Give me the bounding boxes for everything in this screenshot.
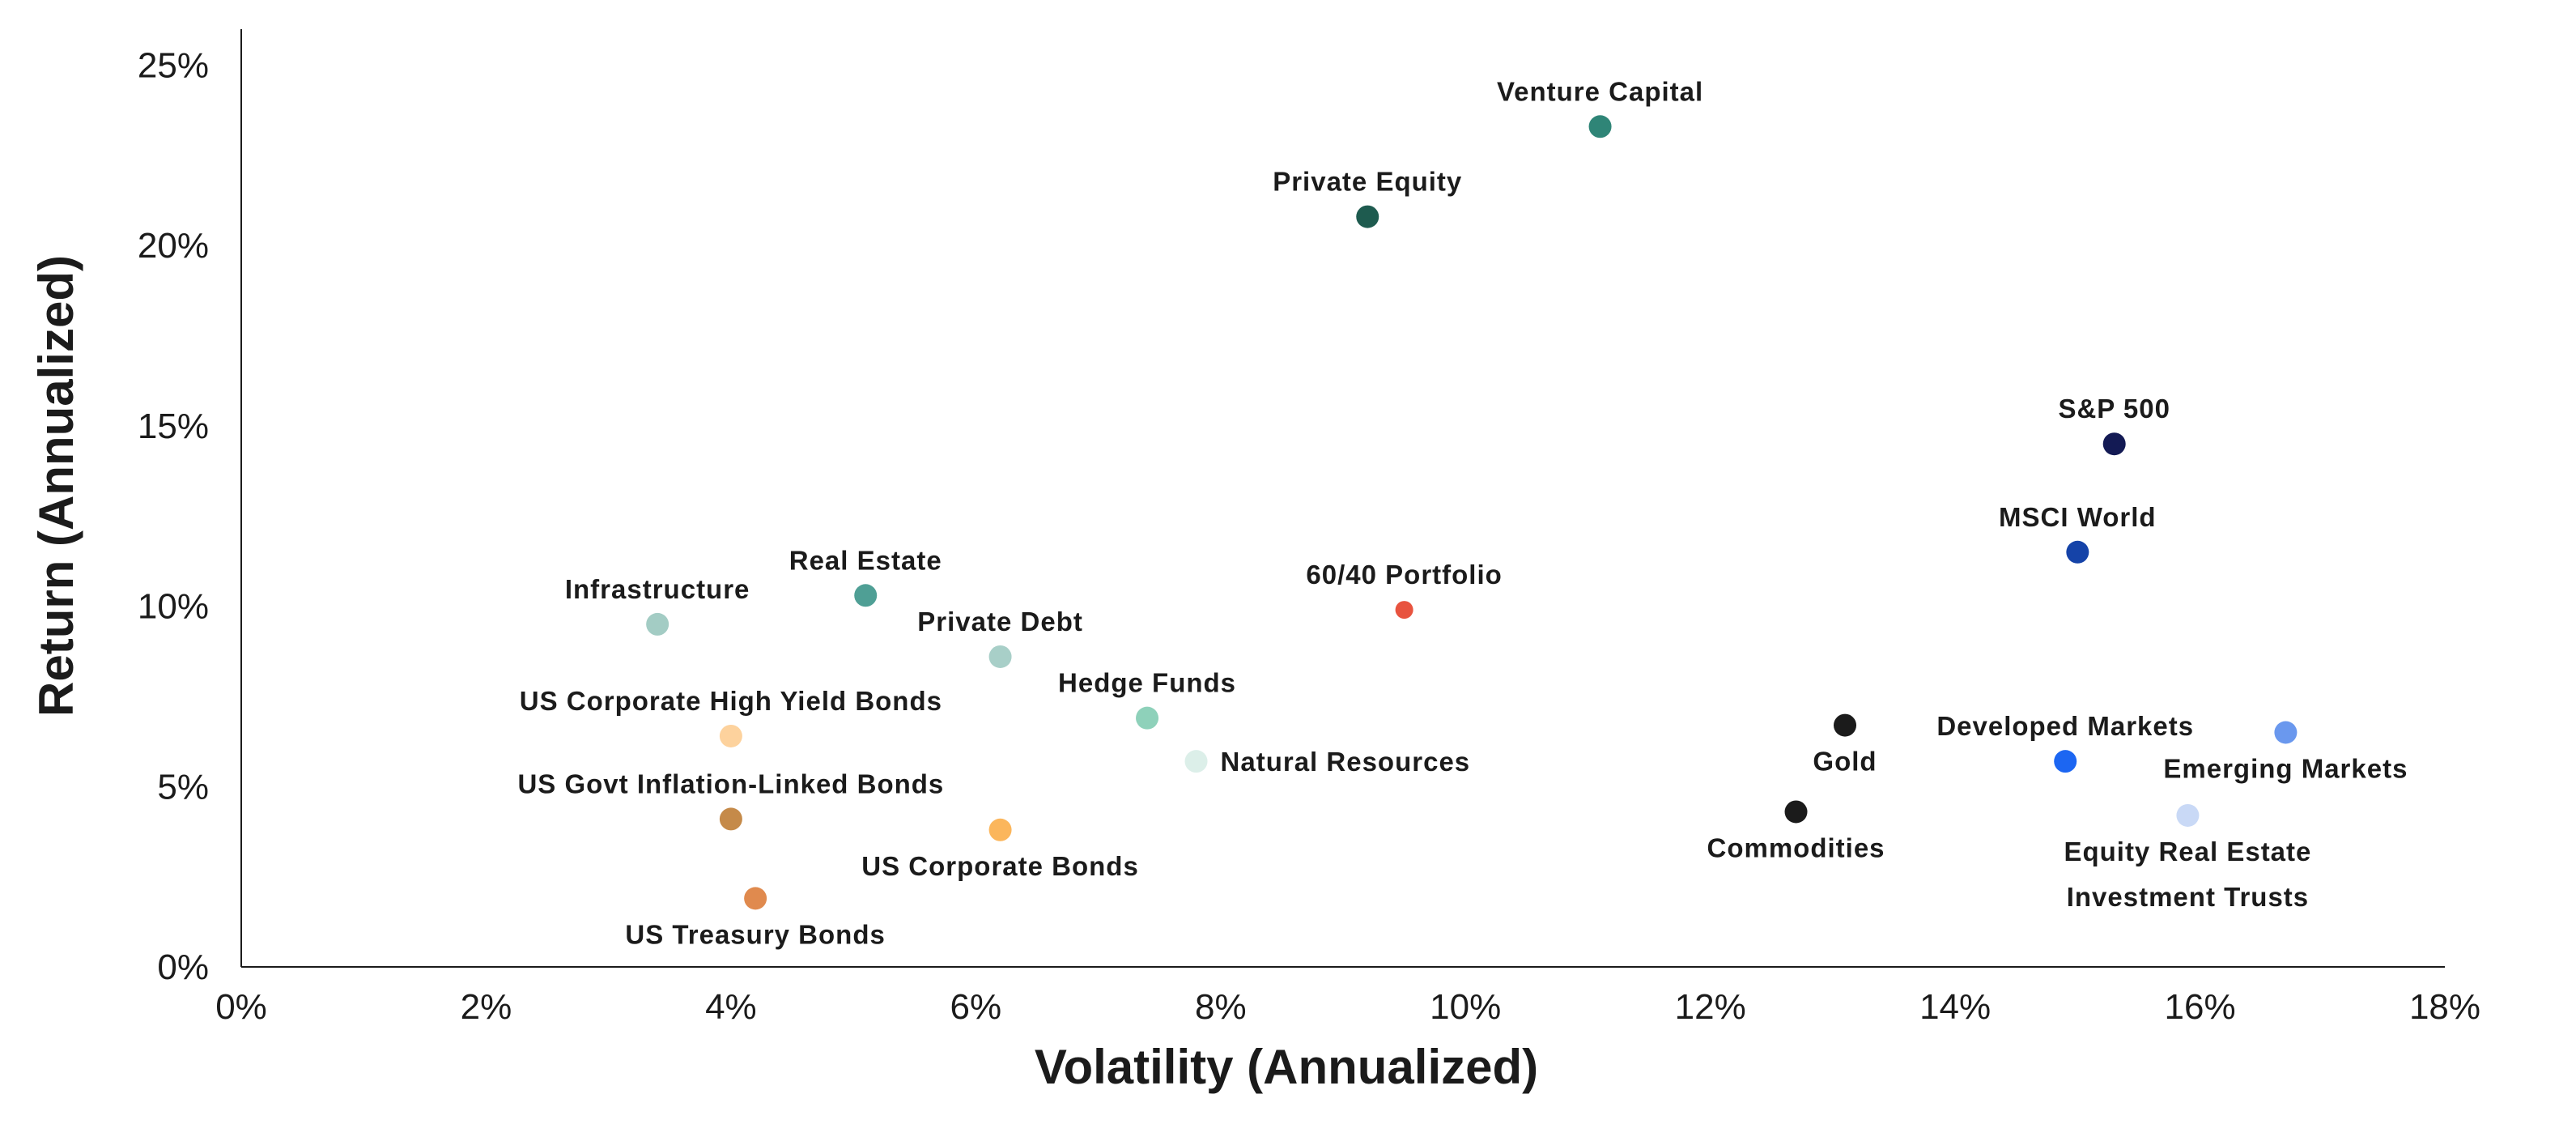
point-labels: Venture Capital Private Equity S&P 500 MSCI…	[517, 76, 2408, 949]
point-gold	[1834, 713, 1857, 737]
point-infrastructure	[646, 612, 670, 636]
label-venture-capital: Venture Capital	[1497, 76, 1703, 106]
x-tick-label: 14%	[1919, 987, 1991, 1027]
axes	[240, 29, 2445, 968]
label-commodities: Commodities	[1707, 832, 1885, 862]
point-equity-real-estate-investment-trusts	[2176, 803, 2200, 827]
y-tick-label: 10%	[138, 587, 209, 627]
x-tick-labels: 0% 2% 4% 6% 8% 10% 12% 14% 16% 18%	[215, 987, 2480, 1027]
label-developed-markets: Developed Markets	[1936, 711, 2194, 741]
label-equity-real-estate-investment-trusts: Equity Real Estate Investment Trusts	[2064, 837, 2311, 912]
x-tick-label: 6%	[950, 987, 1002, 1027]
label-gold: Gold	[1813, 747, 1877, 777]
point-hedge-funds	[1136, 706, 1159, 730]
point-us-corporate-high-yield-bonds	[719, 724, 742, 747]
point-us-govt-inflation-linked-bonds	[719, 807, 742, 831]
point-natural-resources	[1184, 750, 1208, 773]
point-us-treasury-bonds	[744, 887, 767, 910]
point-60-40-portfolio	[1395, 601, 1413, 619]
x-tick-label: 8%	[1195, 987, 1247, 1027]
label-us-corporate-high-yield-bonds: US Corporate High Yield Bonds	[520, 686, 942, 716]
point-us-corporate-bonds	[988, 818, 1012, 841]
y-tick-label: 20%	[138, 226, 209, 266]
y-tick-label: 15%	[138, 407, 209, 446]
x-tick-label: 0%	[215, 987, 267, 1027]
label-real-estate: Real Estate	[789, 545, 942, 575]
label-us-govt-inflation-linked-bonds: US Govt Inflation-Linked Bonds	[517, 768, 944, 798]
point-s-p-500	[2102, 432, 2126, 456]
y-tick-labels: 0% 5% 10% 15% 20% 25%	[138, 46, 209, 987]
x-axis-title: Volatility (Annualized)	[1035, 1040, 1538, 1094]
label-private-debt: Private Debt	[917, 607, 1083, 637]
data-points	[646, 115, 2298, 910]
label-emerging-markets: Emerging Markets	[2163, 754, 2408, 784]
label-msci-world: MSCI World	[1999, 502, 2157, 532]
label-hedge-funds: Hedge Funds	[1058, 668, 1236, 698]
label-us-corporate-bonds: US Corporate Bonds	[861, 851, 1139, 881]
label-natural-resources: Natural Resources	[1221, 747, 1471, 777]
point-private-debt	[988, 645, 1012, 668]
point-developed-markets	[2054, 750, 2077, 773]
point-private-equity	[1356, 205, 1379, 228]
x-tick-label: 2%	[461, 987, 512, 1027]
point-venture-capital	[1588, 115, 1612, 138]
point-commodities	[1784, 800, 1808, 824]
label-private-equity: Private Equity	[1273, 167, 1462, 197]
label-60-40-portfolio: 60/40 Portfolio	[1306, 560, 1502, 590]
point-msci-world	[2066, 540, 2089, 564]
label-s-p-500: S&P 500	[2058, 394, 2170, 424]
label-us-treasury-bonds: US Treasury Bonds	[625, 919, 885, 949]
y-axis-title: Return (Annualized)	[29, 255, 83, 717]
y-tick-label: 5%	[157, 767, 209, 807]
x-tick-label: 16%	[2165, 987, 2236, 1027]
x-tick-label: 4%	[705, 987, 757, 1027]
point-real-estate	[854, 584, 878, 607]
y-tick-label: 25%	[138, 46, 209, 86]
point-emerging-markets	[2274, 721, 2298, 744]
x-tick-label: 12%	[1675, 987, 1746, 1027]
x-tick-label: 18%	[2409, 987, 2480, 1027]
x-tick-label: 10%	[1430, 987, 1501, 1027]
y-tick-label: 0%	[157, 947, 209, 987]
label-infrastructure: Infrastructure	[565, 574, 750, 604]
